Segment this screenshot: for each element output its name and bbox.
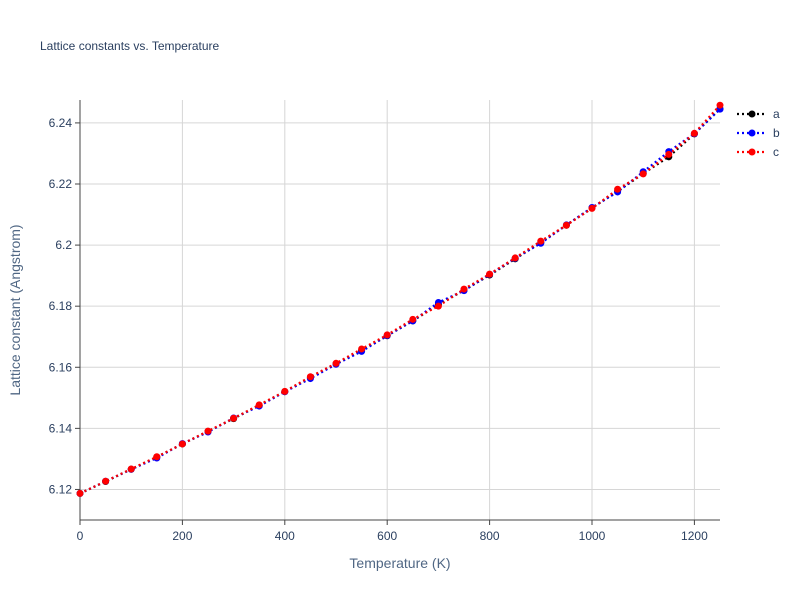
data-point-c xyxy=(716,101,724,109)
series-b xyxy=(76,105,724,497)
y-tick-label: 6.22 xyxy=(49,177,73,191)
legend-label-a: a xyxy=(773,107,780,121)
data-point-c xyxy=(537,237,545,245)
data-point-c xyxy=(281,387,289,395)
data-point-c xyxy=(460,285,468,293)
data-point-c xyxy=(639,170,647,178)
series-line-b xyxy=(79,108,721,495)
x-axis-title: Temperature (K) xyxy=(349,555,450,571)
series-c xyxy=(76,101,724,497)
data-point-c xyxy=(102,477,110,485)
y-tick-label: 6.16 xyxy=(49,360,73,374)
data-point-c xyxy=(665,150,673,158)
x-tick-label: 400 xyxy=(275,529,295,543)
y-tick-label: 6.18 xyxy=(49,299,73,313)
grid-lines xyxy=(80,100,720,520)
x-tick-label: 600 xyxy=(377,529,397,543)
y-axis-title: Lattice constant (Angstrom) xyxy=(7,224,23,395)
x-tick-label: 1000 xyxy=(579,529,606,543)
data-point-c xyxy=(76,489,84,497)
data-point-c xyxy=(153,453,161,461)
y-tick-label: 6.14 xyxy=(49,421,73,435)
data-point-c xyxy=(511,254,519,262)
legend-label-b: b xyxy=(773,126,780,140)
legend-item-a: a xyxy=(737,107,780,121)
y-tick-label: 6.24 xyxy=(49,116,73,130)
tick-labels: 0 200 400 600 800 1000 1200 6.12 6.14 6.16 6.18 6.2… xyxy=(49,116,708,543)
plot-area xyxy=(76,101,724,497)
legend-marker-a xyxy=(748,110,756,118)
data-point-c xyxy=(614,185,622,193)
data-point-c xyxy=(434,302,442,310)
x-tick-label: 0 xyxy=(77,529,84,543)
x-tick-label: 1200 xyxy=(681,529,708,543)
data-point-c xyxy=(383,331,391,339)
data-point-c xyxy=(588,204,596,212)
x-tick-label: 800 xyxy=(480,529,500,543)
data-point-c xyxy=(690,129,698,137)
data-point-c xyxy=(332,359,340,367)
legend-marker-b xyxy=(748,129,756,137)
series-line-c xyxy=(79,104,721,495)
data-point-c xyxy=(255,401,263,409)
data-point-c xyxy=(230,414,238,422)
data-point-c xyxy=(127,465,135,473)
x-tick-label: 200 xyxy=(172,529,192,543)
data-point-c xyxy=(562,221,570,229)
data-point-c xyxy=(409,315,417,323)
legend: abc xyxy=(737,107,780,159)
series-a xyxy=(76,105,724,497)
y-tick-label: 6.12 xyxy=(49,482,73,496)
data-point-c xyxy=(306,373,314,381)
chart-title: Lattice constants vs. Temperature xyxy=(40,39,220,53)
data-point-c xyxy=(204,427,212,435)
series-line-a xyxy=(79,108,721,495)
data-point-c xyxy=(178,440,186,448)
legend-item-c: c xyxy=(737,145,779,159)
axes xyxy=(75,100,720,525)
data-point-c xyxy=(486,270,494,278)
y-tick-label: 6.2 xyxy=(55,238,72,252)
legend-label-c: c xyxy=(773,145,779,159)
legend-marker-c xyxy=(748,148,756,156)
data-point-c xyxy=(358,345,366,353)
legend-item-b: b xyxy=(737,126,780,140)
